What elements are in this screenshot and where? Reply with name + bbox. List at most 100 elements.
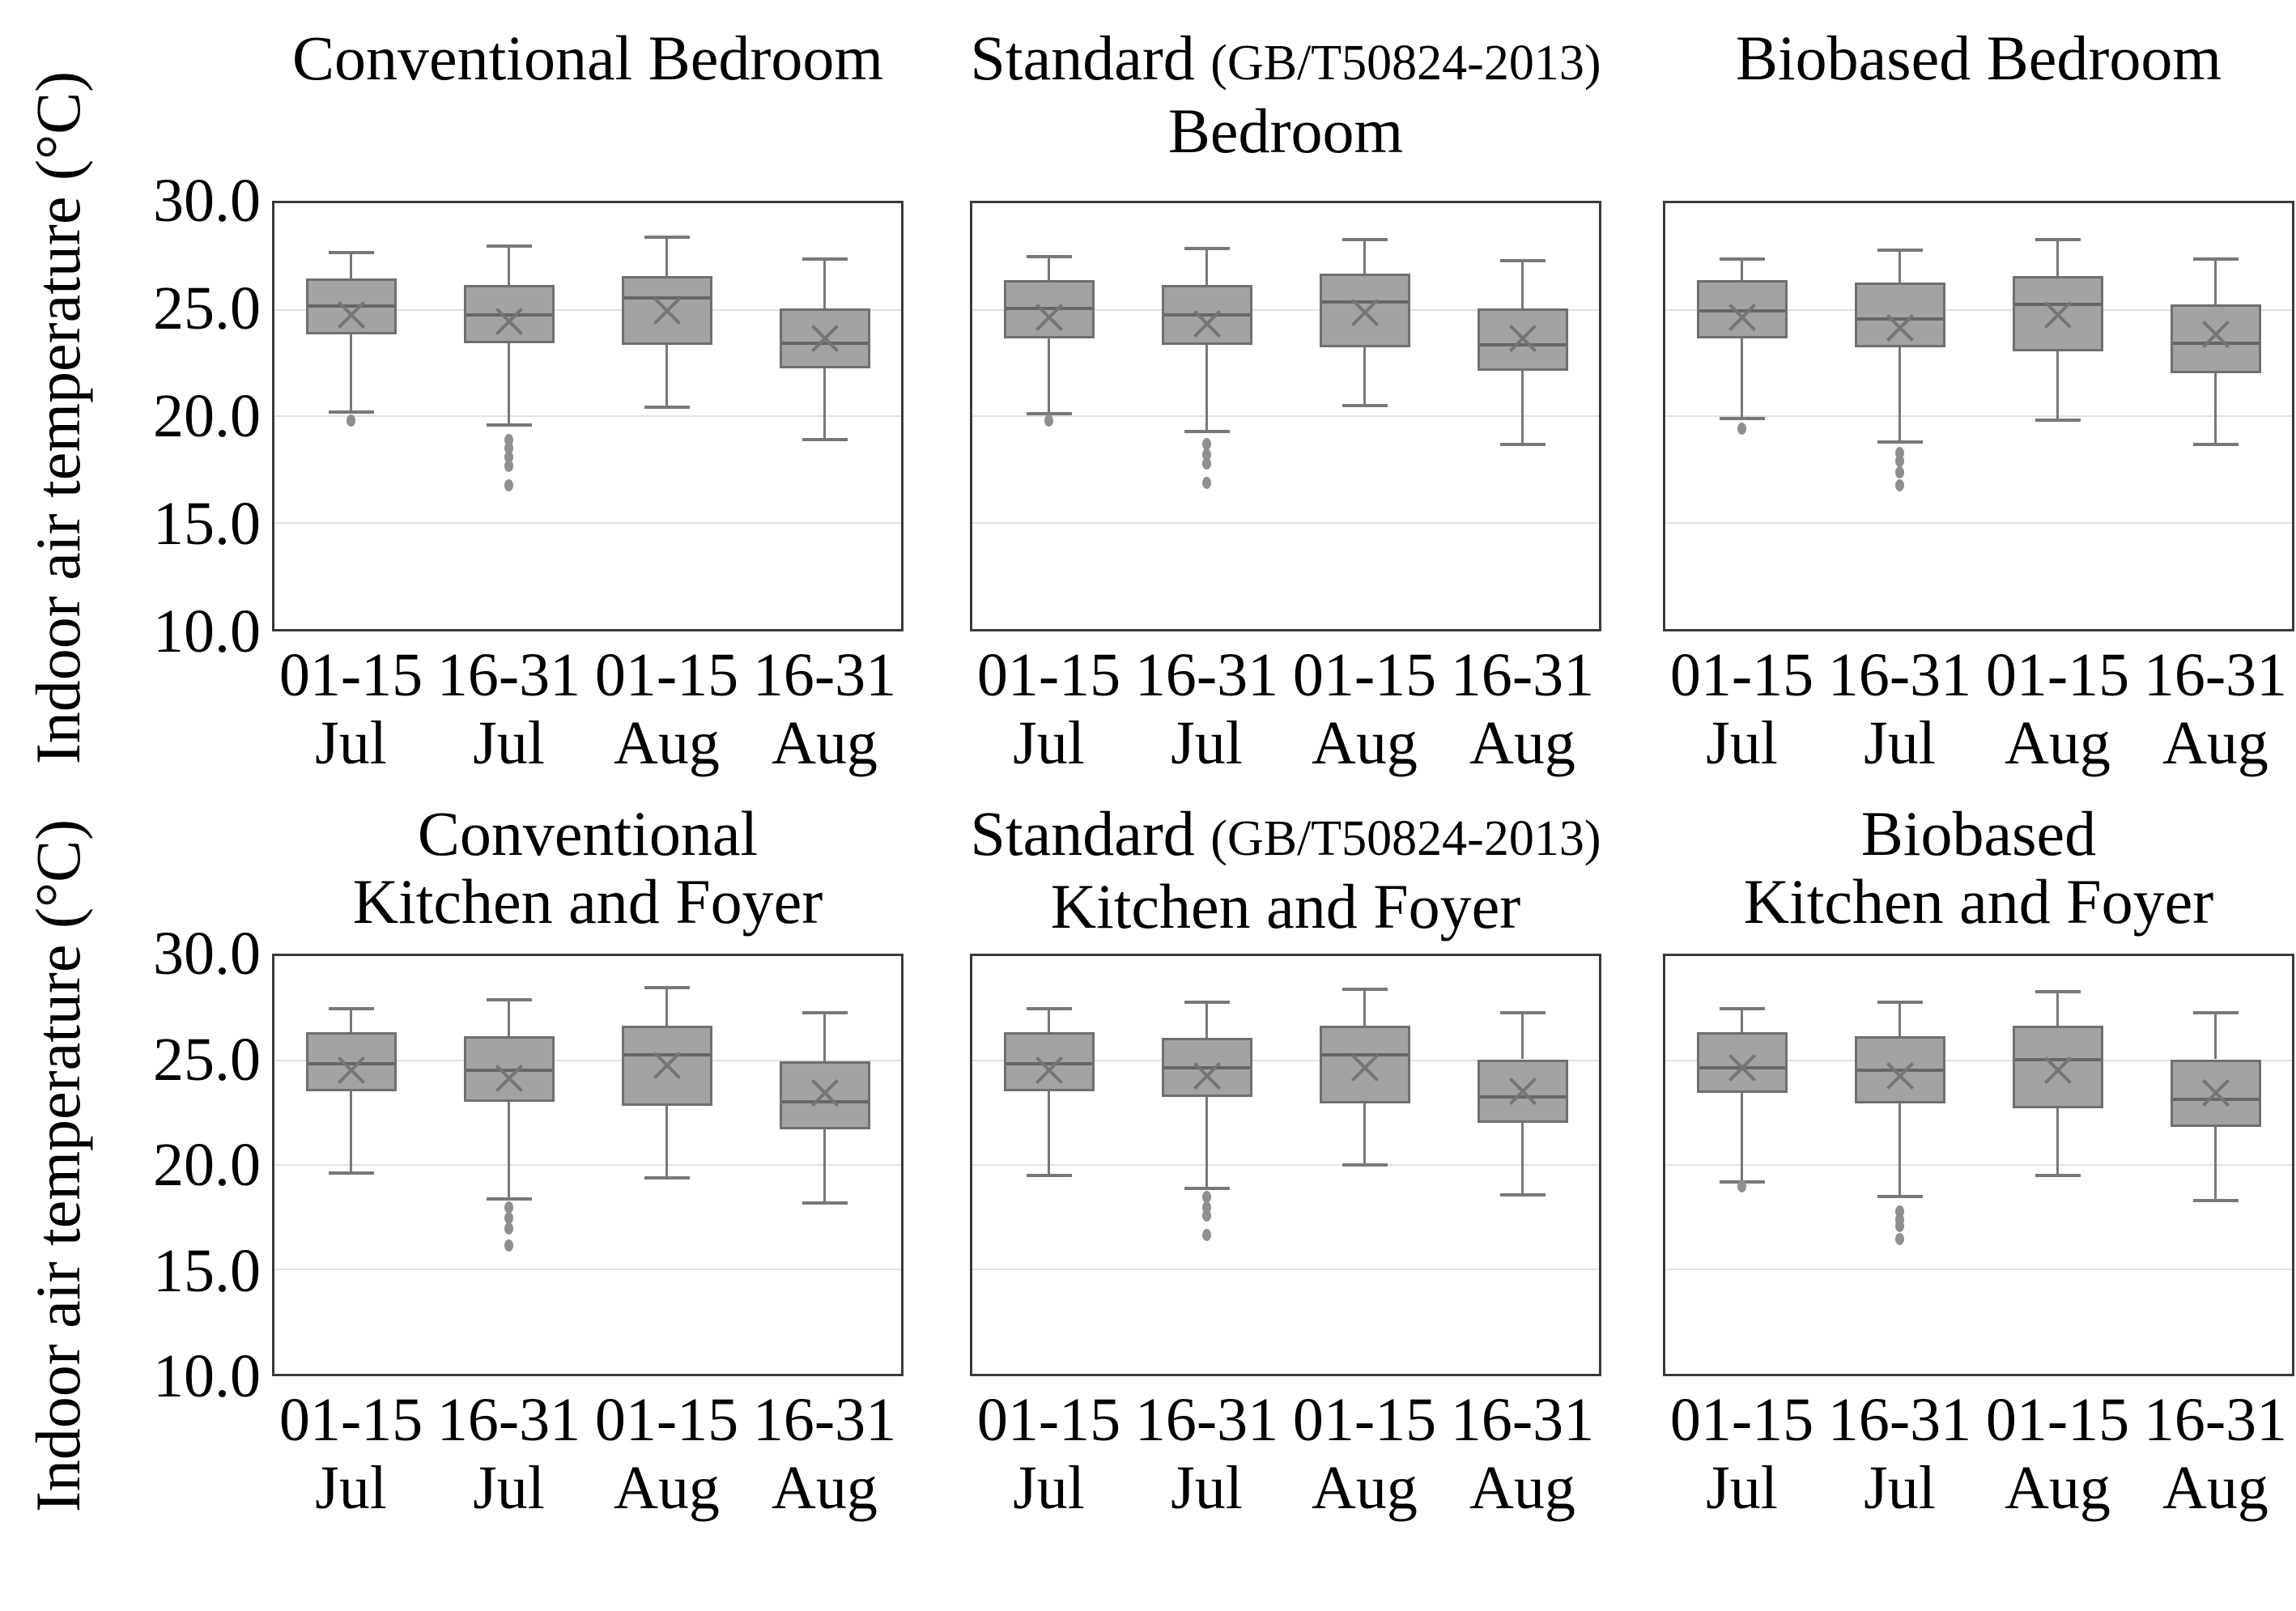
upper-whisker-line	[1741, 259, 1743, 281]
mean-x-marker	[1724, 1050, 1760, 1086]
lower-whisker-cap	[2193, 1199, 2239, 1202]
upper-whisker-line	[2214, 1013, 2217, 1059]
outlier-dot	[347, 414, 355, 427]
x-tick-month: Aug	[1418, 1454, 1628, 1522]
panel-title-text: Standard	[971, 798, 1211, 869]
lower-whisker-cap	[1342, 404, 1388, 407]
upper-whisker-cap	[1027, 255, 1072, 258]
lower-whisker-cap	[1184, 1187, 1230, 1190]
upper-whisker-cap	[802, 257, 848, 261]
lower-whisker-cap	[802, 1201, 848, 1205]
panel-title-line: Biobased Bedroom	[1614, 24, 2296, 92]
gridline-20	[274, 1164, 901, 1166]
plot-area	[970, 201, 1601, 631]
lower-whisker-cap	[487, 423, 532, 427]
plot-area	[970, 954, 1601, 1376]
lower-whisker-line	[665, 345, 668, 407]
upper-whisker-cap	[1720, 257, 1765, 261]
outlier-dot	[1202, 457, 1211, 470]
outlier-dot	[504, 1239, 513, 1252]
lower-whisker-cap	[487, 1197, 532, 1201]
mean-x-marker	[334, 297, 369, 333]
upper-whisker-cap	[1877, 1001, 1923, 1004]
upper-whisker-line	[665, 988, 668, 1026]
lower-whisker-line	[1898, 1103, 1901, 1197]
mean-x-marker	[2198, 1075, 2234, 1111]
plot-area	[272, 201, 904, 631]
panel-title-text: Bedroom	[1168, 96, 1403, 166]
outlier-dot	[1895, 479, 1904, 491]
upper-whisker-cap	[1184, 247, 1230, 250]
outlier-dot	[504, 479, 513, 491]
panel-title-text: Kitchen and Foyer	[1744, 866, 2214, 937]
mean-x-marker	[1505, 1073, 1541, 1109]
lower-whisker-cap	[1877, 1195, 1923, 1198]
outlier-dot	[1895, 466, 1904, 478]
mean-x-marker	[1347, 295, 1383, 330]
upper-whisker-cap	[1342, 238, 1388, 241]
gridline-15	[274, 522, 901, 524]
upper-whisker-cap	[802, 1011, 848, 1014]
upper-whisker-cap	[2035, 990, 2081, 993]
upper-whisker-line	[665, 237, 668, 276]
upper-whisker-line	[1363, 240, 1366, 274]
upper-whisker-cap	[1500, 1011, 1546, 1014]
mean-x-marker	[2040, 297, 2076, 333]
lower-whisker-cap	[1184, 430, 1230, 433]
upper-whisker-cap	[329, 251, 374, 254]
panel-title-text: Kitchen and Foyer	[1051, 871, 1521, 942]
x-tick-period: 16-31	[720, 641, 930, 709]
mean-x-marker	[1724, 300, 1760, 335]
panel-title-line: Conventional	[223, 800, 952, 868]
lower-whisker-cap	[802, 438, 848, 441]
plot-area	[1663, 954, 2294, 1376]
panel-title-standard-code: (GB/T50824-2013)	[1210, 811, 1601, 866]
gridline-15	[1665, 1269, 2292, 1270]
gridline-20	[972, 1164, 1599, 1166]
gridline-15	[274, 1269, 901, 1270]
x-tick-period: 16-31	[2111, 1386, 2296, 1454]
upper-whisker-line	[1205, 249, 1208, 285]
panel-title: Biobased Bedroom	[1614, 24, 2296, 92]
mean-x-marker	[1189, 1058, 1225, 1094]
upper-whisker-line	[1363, 989, 1366, 1025]
y-tick-label: 25.0	[83, 275, 261, 342]
lower-whisker-line	[1363, 347, 1366, 406]
panel-title-text: Conventional Bedroom	[292, 23, 883, 93]
upper-whisker-cap	[1500, 259, 1546, 262]
upper-whisker-line	[350, 1009, 352, 1032]
gridline-20	[1665, 1164, 2292, 1166]
lower-whisker-line	[350, 334, 352, 412]
upper-whisker-line	[823, 1013, 826, 1061]
mean-x-marker	[807, 1075, 843, 1111]
y-tick-label: 30.0	[83, 168, 261, 234]
outlier-dot	[504, 460, 513, 472]
mean-x-marker	[649, 1048, 685, 1083]
lower-whisker-line	[2056, 1108, 2059, 1176]
panel-title-text: Biobased Bedroom	[1736, 23, 2222, 93]
upper-whisker-line	[2214, 259, 2217, 304]
mean-x-marker	[649, 293, 685, 329]
mean-x-marker	[2040, 1052, 2076, 1088]
y-tick-label: 20.0	[83, 1132, 261, 1198]
lower-whisker-line	[2214, 373, 2217, 444]
lower-whisker-cap	[329, 410, 374, 414]
upper-whisker-line	[1521, 1013, 1524, 1059]
panel-title-standard-code: (GB/T50824-2013)	[1210, 36, 1601, 91]
upper-whisker-line	[508, 246, 510, 285]
lower-whisker-cap	[1027, 1174, 1072, 1177]
outlier-dot	[1895, 1233, 1904, 1245]
x-tick-month: Aug	[720, 709, 930, 777]
panel-title-line: Kitchen and Foyer	[223, 868, 952, 936]
lower-whisker-cap	[1500, 443, 1546, 446]
x-tick-month: Aug	[720, 1454, 930, 1522]
lower-whisker-line	[1363, 1103, 1366, 1165]
mean-x-marker	[1505, 321, 1541, 356]
